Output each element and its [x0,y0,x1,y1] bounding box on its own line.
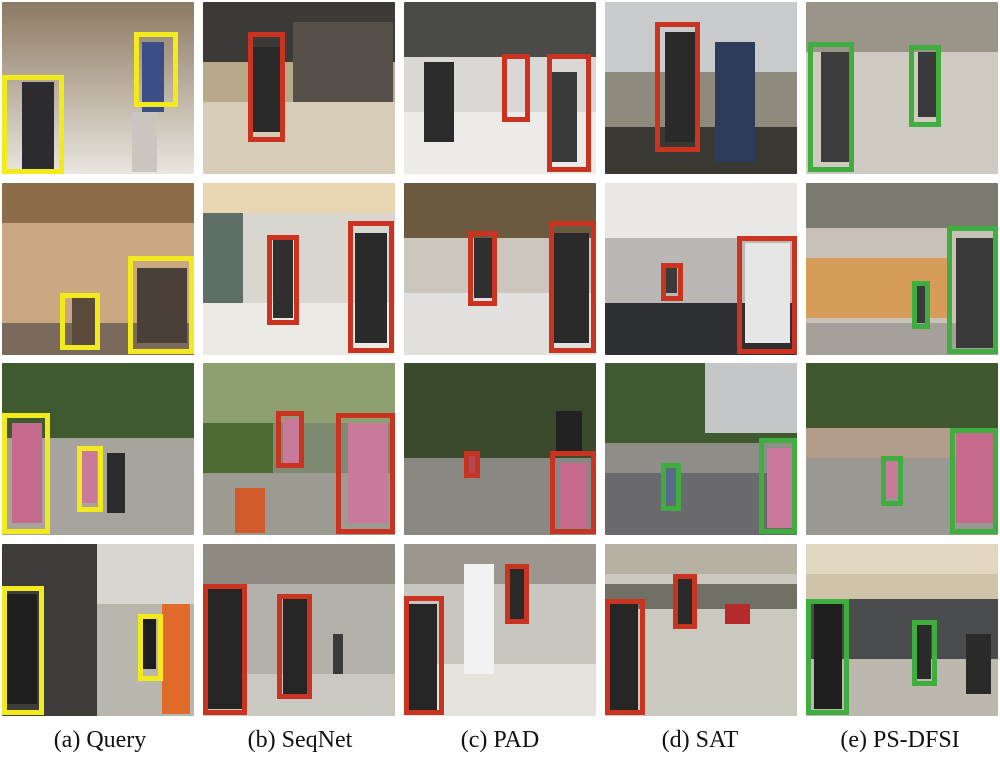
query-box [134,32,178,107]
query-box [128,256,194,354]
sat-image-row2 [605,183,797,355]
ps-dfsi-image-row4 [806,544,998,716]
result-box-wrong [276,411,304,468]
result-box-correct [881,456,903,506]
result-box-wrong [550,451,596,534]
seqnet-image-row4 [203,544,395,716]
result-grid [2,2,998,716]
result-box-wrong [661,263,683,301]
caption-pad: (c) PAD [460,727,540,753]
result-box-wrong [655,22,700,152]
query-box [60,293,100,350]
sat-image-row1 [605,2,797,174]
result-box-wrong [468,231,497,306]
result-box-wrong [737,236,797,354]
result-box-wrong [277,594,312,699]
sat-image-row3 [605,363,797,535]
result-box-wrong [673,574,697,629]
pad-image-row2 [404,183,596,355]
pad-image-row1 [404,2,596,174]
ps-dfsi-image-row2 [806,183,998,355]
result-box-correct [806,599,849,715]
ps-dfsi-image-row3 [806,363,998,535]
result-box-correct [912,620,937,686]
result-box-wrong [505,564,529,624]
query-box [2,75,64,174]
query-box [138,614,163,681]
pad-image-row4 [404,544,596,716]
query-image-row1 [2,2,194,174]
result-box-correct [759,438,797,534]
query-image-row3 [2,363,194,535]
result-box-correct [950,428,998,534]
seqnet-image-row3 [203,363,395,535]
seqnet-image-row2 [203,183,395,355]
result-box-correct [947,226,998,354]
result-box-correct [661,463,681,511]
caption-ps-dfsi: (e) PS-DFSI [840,727,960,753]
result-box-correct [909,45,941,127]
query-box [2,413,50,534]
result-box-wrong [348,221,394,353]
pad-image-row3 [404,363,596,535]
ps-dfsi-image-row1 [806,2,998,174]
caption-seqnet: (b) SeqNet [247,727,353,753]
caption-sat: (d) SAT [661,727,739,753]
result-box-wrong [267,235,299,325]
result-box-wrong [549,221,596,353]
result-box-correct [808,42,854,172]
result-box-wrong [605,599,645,715]
result-box-wrong [404,596,444,715]
result-box-wrong [502,54,530,122]
result-box-wrong [248,32,285,142]
result-box-wrong [336,413,395,534]
query-image-row2 [2,183,194,355]
caption-query: (a) Query [53,727,147,753]
query-image-row4 [2,544,194,716]
result-box-wrong [547,54,591,172]
query-box [77,446,103,512]
query-box [2,586,44,715]
seqnet-image-row1 [203,2,395,174]
result-box-wrong [203,584,247,715]
result-box-wrong [464,451,480,478]
sat-image-row4 [605,544,797,716]
result-box-correct [912,281,930,329]
